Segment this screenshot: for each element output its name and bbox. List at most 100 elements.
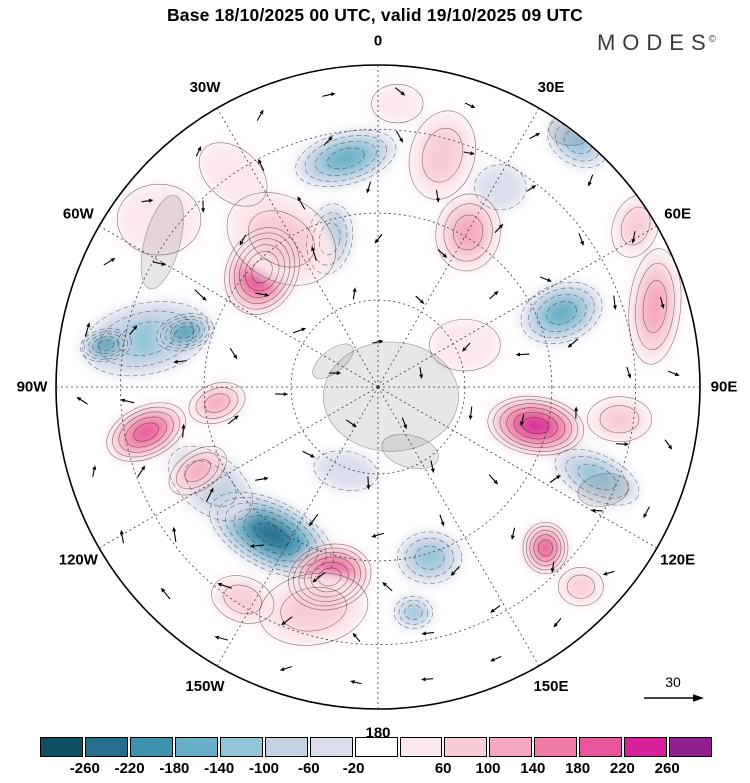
wind-arrow xyxy=(659,297,664,305)
wind-arrow xyxy=(323,139,331,146)
wind-arrow xyxy=(255,292,266,296)
wind-arrow xyxy=(84,326,89,337)
wind-arrow xyxy=(578,233,583,242)
wind-arrow xyxy=(129,328,135,336)
colorbar-tick: 100 xyxy=(475,760,501,777)
wind-arrow xyxy=(453,566,460,573)
colorbar-segment xyxy=(579,737,623,757)
wind-arrow xyxy=(124,400,135,404)
wind-arrow xyxy=(367,181,372,190)
colorbar-segment xyxy=(219,737,263,757)
meridian-label: 180 xyxy=(365,725,390,741)
wind-arrow xyxy=(488,474,496,482)
chart-title: Base 18/10/2025 00 UTC, valid 19/10/2025… xyxy=(166,5,584,25)
wind-arrow xyxy=(311,513,319,524)
wind-arrow xyxy=(173,531,177,543)
wind-arrow xyxy=(312,250,317,261)
wind-arrow xyxy=(241,234,247,242)
colorbar-tick: 220 xyxy=(609,760,635,777)
colorbar-tick: -220 xyxy=(114,760,145,777)
wind-arrow xyxy=(121,534,125,544)
colorbar-tick: 260 xyxy=(654,760,680,777)
colorbar-segment xyxy=(174,737,218,757)
wind-arrow xyxy=(352,291,356,300)
wind-arrow xyxy=(221,584,232,589)
colorbar-segment xyxy=(624,737,668,757)
wind-arrow xyxy=(254,544,265,547)
colorbar-segment xyxy=(84,737,128,757)
wind-arrow xyxy=(470,406,473,416)
wind-arrow xyxy=(283,666,292,670)
colorbar-tick: -100 xyxy=(248,760,280,777)
wind-arrow xyxy=(195,149,200,157)
wind-arrow xyxy=(299,199,306,210)
wind-arrow xyxy=(302,450,312,456)
wind-arrow xyxy=(227,417,236,425)
colorbar-segment xyxy=(309,737,353,757)
wind-arrow xyxy=(92,469,95,477)
wind-arrow xyxy=(439,514,444,523)
wind-reference-value: 30 xyxy=(665,674,681,690)
wind-arrow xyxy=(315,572,326,581)
wind-arrow xyxy=(493,605,501,611)
wind-arrow xyxy=(354,681,362,685)
meridian-label: 90E xyxy=(711,379,738,396)
wind-arrow xyxy=(521,414,525,423)
wind-arrow xyxy=(644,506,650,515)
colorbar-tick: -140 xyxy=(204,760,235,777)
landmass xyxy=(381,433,439,470)
modes-logo-text: MODES xyxy=(596,30,713,55)
colorbar-segment xyxy=(40,737,83,757)
wind-arrow xyxy=(552,561,555,569)
wind-arrow xyxy=(464,342,471,349)
colorbar-tick: -180 xyxy=(159,760,190,777)
colorbar-swatches xyxy=(40,737,713,757)
wind-arrow xyxy=(463,151,471,154)
wind-arrow xyxy=(425,631,435,634)
meridian-label: 60E xyxy=(664,206,691,223)
wind-arrow xyxy=(632,231,636,240)
colorbar-tick: -60 xyxy=(297,760,320,777)
wind-arrow xyxy=(377,233,383,241)
wind-arrow xyxy=(494,226,501,234)
colorbar-tick: 180 xyxy=(565,760,591,777)
wind-arrow xyxy=(529,134,537,140)
wind-arrow xyxy=(79,398,88,405)
wind-arrow xyxy=(205,491,212,503)
wind-arrow xyxy=(141,200,150,203)
wind-arrow xyxy=(182,428,184,438)
meridian-label: 30E xyxy=(538,79,565,96)
wind-arrow xyxy=(256,113,262,121)
modes-logo: MODES© xyxy=(597,30,716,56)
wind-arrow xyxy=(255,478,265,481)
wind-arrow xyxy=(401,417,406,426)
colorbar-tick: 140 xyxy=(520,760,546,777)
wind-arrow xyxy=(425,678,434,680)
meridian-label: 0 xyxy=(374,33,382,50)
wind-arrow xyxy=(284,616,293,623)
wind-arrow xyxy=(667,370,676,375)
colorbar-segment xyxy=(354,737,398,757)
wind-arrow xyxy=(218,637,228,641)
wind-arrow xyxy=(152,261,162,265)
wind-arrow xyxy=(540,276,548,281)
wind-reference: 30 xyxy=(638,674,708,709)
wind-arrow xyxy=(570,338,579,346)
wind-arrow xyxy=(103,259,112,266)
wind-arrow xyxy=(177,360,187,363)
colorbar-segment xyxy=(399,737,443,757)
wind-arrow xyxy=(613,295,616,306)
colorbar-segment xyxy=(444,737,488,757)
colorbar-segment xyxy=(669,737,713,757)
colorbar-ticks: -260 -220 -180 -140 -100 -60 -20 60 100 140 180 220… xyxy=(40,757,712,777)
wind-arrow xyxy=(194,289,204,299)
wind-arrow xyxy=(395,130,402,140)
colorbar: -260 -220 -180 -140 -100 -60 -20 60 100 140 180 220… xyxy=(40,737,713,777)
colorbar-segment xyxy=(264,737,308,757)
wind-arrow xyxy=(626,366,630,375)
wind-arrow xyxy=(394,87,403,94)
wind-arrow xyxy=(415,295,422,302)
wind-arrow xyxy=(606,570,615,575)
wind-arrow xyxy=(385,584,393,592)
wind-arrow xyxy=(322,93,332,97)
